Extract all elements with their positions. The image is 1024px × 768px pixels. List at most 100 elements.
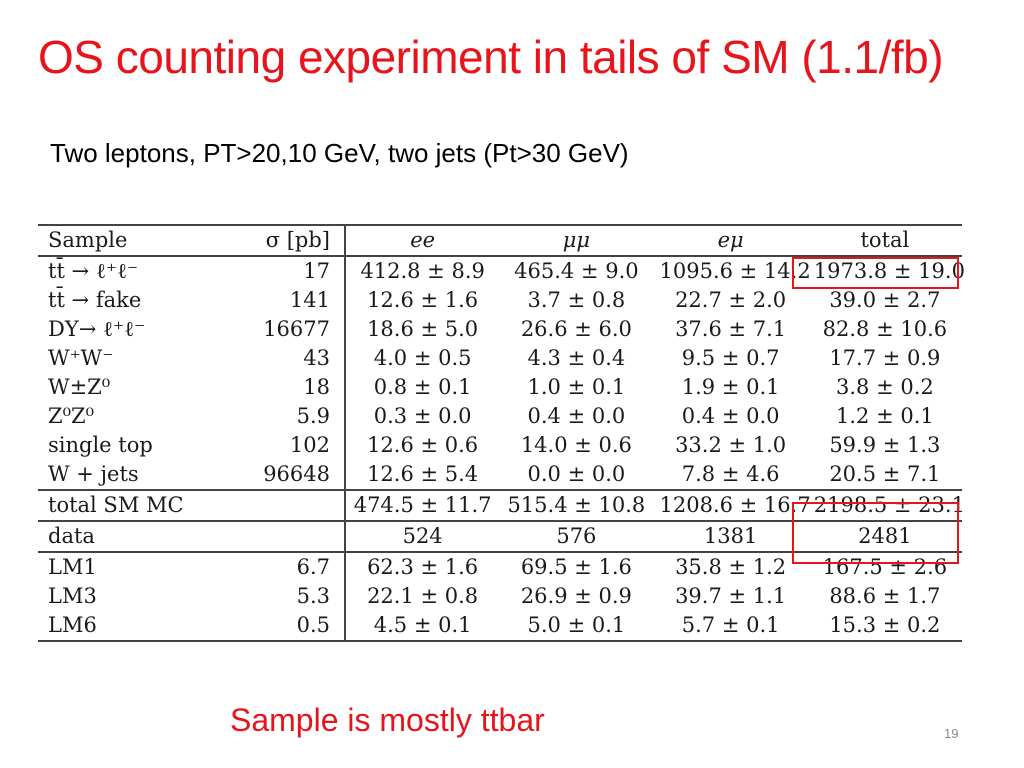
cell-mumu: 4.3 ± 0.4 xyxy=(527,346,626,370)
cell-sample: DY→ ℓ⁺ℓ⁻ xyxy=(48,317,146,341)
cell-total: 2481 xyxy=(858,524,912,548)
cell-mumu: 515.4 ± 10.8 xyxy=(507,493,646,517)
cell-mumu: 14.0 ± 0.6 xyxy=(520,433,632,457)
cell-total: 59.9 ± 1.3 xyxy=(829,433,941,457)
cell-total: 167.5 ± 2.6 xyxy=(822,555,948,579)
cell-emu: 33.2 ± 1.0 xyxy=(675,433,787,457)
cell-sample: tt̄ → ℓ⁺ℓ⁻ xyxy=(48,259,139,283)
cell-ee: 12.6 ± 0.6 xyxy=(367,433,479,457)
table-row-dy: DY→ ℓ⁺ℓ⁻ 16677 18.6 ± 5.0 26.6 ± 6.0 37.… xyxy=(38,315,962,344)
cell-ee: 412.8 ± 8.9 xyxy=(360,259,485,283)
header-sample: Sample xyxy=(48,228,128,252)
cell-mumu: 465.4 ± 9.0 xyxy=(514,259,639,283)
cell-emu: 39.7 ± 1.1 xyxy=(675,584,787,608)
cell-sigma: 6.7 xyxy=(214,552,346,582)
table-header-row: Sample σ [pb] ee μμ eμ total xyxy=(38,225,962,256)
cell-emu: 1208.6 ± 16.7 xyxy=(659,493,811,517)
cell-sample: LM6 xyxy=(48,613,97,637)
cell-sigma xyxy=(214,521,346,552)
page-number: 19 xyxy=(944,726,959,741)
cell-mumu: 0.4 ± 0.0 xyxy=(527,404,626,428)
table-row-w-jets: W + jets 96648 12.6 ± 5.4 0.0 ± 0.0 7.8 … xyxy=(38,460,962,490)
cell-emu: 1.9 ± 0.1 xyxy=(681,375,780,399)
header-emu: eμ xyxy=(717,228,744,252)
cell-mumu: 3.7 ± 0.8 xyxy=(527,288,626,312)
cell-sample: single top xyxy=(48,433,153,457)
cell-total: 20.5 ± 7.1 xyxy=(829,462,941,486)
cell-ee: 12.6 ± 5.4 xyxy=(367,462,479,486)
cell-ee: 474.5 ± 11.7 xyxy=(353,493,492,517)
cell-total: 1.2 ± 0.1 xyxy=(836,404,934,428)
table-row-ttbar-fake: tt̄ → fake 141 12.6 ± 1.6 3.7 ± 0.8 22.7… xyxy=(38,286,962,315)
table-row-ww: W⁺W⁻ 43 4.0 ± 0.5 4.3 ± 0.4 9.5 ± 0.7 17… xyxy=(38,344,962,373)
cell-total: 39.0 ± 2.7 xyxy=(829,288,941,312)
cell-sample: Z⁰Z⁰ xyxy=(48,404,95,428)
cell-emu: 22.7 ± 2.0 xyxy=(675,288,787,312)
table-row-lm6: LM6 0.5 4.5 ± 0.1 5.0 ± 0.1 5.7 ± 0.1 15… xyxy=(38,611,962,641)
cell-emu: 7.8 ± 4.6 xyxy=(681,462,780,486)
highlight-box-sm-data-total xyxy=(792,502,959,564)
cell-sigma: 102 xyxy=(214,431,346,460)
cell-sample: tt̄ → fake xyxy=(48,288,142,312)
cell-mumu: 26.6 ± 6.0 xyxy=(520,317,632,341)
cell-sample: LM1 xyxy=(48,555,97,579)
table-row-total-sm-mc: total SM MC 474.5 ± 11.7 515.4 ± 10.8 12… xyxy=(38,490,965,521)
slide-title: OS counting experiment in tails of SM (1… xyxy=(38,31,944,83)
table-row-lm3: LM3 5.3 22.1 ± 0.8 26.9 ± 0.9 39.7 ± 1.1… xyxy=(38,582,962,611)
cell-emu: 35.8 ± 1.2 xyxy=(675,555,787,579)
table-row-data: data 524 576 1381 2481 xyxy=(38,521,962,552)
cell-sample: LM3 xyxy=(48,584,97,608)
cell-sigma: 43 xyxy=(214,344,346,373)
cell-sample: data xyxy=(48,524,95,548)
cell-sigma: 5.3 xyxy=(214,582,346,611)
cell-emu: 5.7 ± 0.1 xyxy=(681,613,780,637)
cell-ee: 22.1 ± 0.8 xyxy=(367,584,479,608)
cell-total: 2198.5 ± 23.1 xyxy=(813,493,965,517)
cell-sample: W±Z⁰ xyxy=(48,375,111,399)
cell-ee: 524 xyxy=(402,524,443,548)
cell-emu: 0.4 ± 0.0 xyxy=(681,404,780,428)
cell-total: 17.7 ± 0.9 xyxy=(829,346,941,370)
header-ee: ee xyxy=(410,228,436,252)
cell-mumu: 5.0 ± 0.1 xyxy=(527,613,626,637)
table-row-wz: W±Z⁰ 18 0.8 ± 0.1 1.0 ± 0.1 1.9 ± 0.1 3.… xyxy=(38,373,962,402)
cell-ee: 0.3 ± 0.0 xyxy=(373,404,472,428)
cell-total: 82.8 ± 10.6 xyxy=(822,317,948,341)
table-row-single-top: single top 102 12.6 ± 0.6 14.0 ± 0.6 33.… xyxy=(38,431,962,460)
results-table: Sample σ [pb] ee μμ eμ total tt̄ → ℓ⁺ℓ⁻ … xyxy=(38,224,965,642)
cell-emu: 1095.6 ± 14.2 xyxy=(659,259,811,283)
cell-ee: 4.0 ± 0.5 xyxy=(373,346,472,370)
cell-sigma: 96648 xyxy=(214,460,346,490)
cell-mumu: 0.0 ± 0.0 xyxy=(527,462,626,486)
cell-ee: 18.6 ± 5.0 xyxy=(367,317,479,341)
cell-sigma: 17 xyxy=(214,256,346,286)
cell-sigma: 5.9 xyxy=(214,402,346,431)
cell-sigma: 16677 xyxy=(214,315,346,344)
cell-sample: W + jets xyxy=(48,462,139,486)
slide-subtitle: Two leptons, PT>20,10 GeV, two jets (Pt>… xyxy=(50,138,629,168)
table-row-lm1: LM1 6.7 62.3 ± 1.6 69.5 ± 1.6 35.8 ± 1.2… xyxy=(38,552,962,582)
cell-mumu: 576 xyxy=(556,524,597,548)
cell-sigma: 18 xyxy=(214,373,346,402)
cell-total: 3.8 ± 0.2 xyxy=(836,375,934,399)
cell-emu: 1381 xyxy=(703,524,758,548)
highlight-box-ttbar-total xyxy=(792,257,959,289)
cell-total: 1973.8 ± 19.0 xyxy=(813,259,965,283)
cell-sigma xyxy=(214,490,346,521)
header-sigma: σ [pb] xyxy=(214,225,346,256)
note-text: Sample is mostly ttbar xyxy=(230,702,545,738)
cell-emu: 37.6 ± 7.1 xyxy=(675,317,787,341)
cell-sigma: 0.5 xyxy=(214,611,346,641)
cell-sample: W⁺W⁻ xyxy=(48,346,114,370)
cell-ee: 0.8 ± 0.1 xyxy=(373,375,472,399)
cell-sigma: 141 xyxy=(214,286,346,315)
table-row-zz: Z⁰Z⁰ 5.9 0.3 ± 0.0 0.4 ± 0.0 0.4 ± 0.0 1… xyxy=(38,402,962,431)
cell-total: 15.3 ± 0.2 xyxy=(829,613,941,637)
cell-sample: total SM MC xyxy=(48,493,184,517)
header-mumu: μμ xyxy=(562,228,591,252)
cell-ee: 62.3 ± 1.6 xyxy=(367,555,479,579)
cell-emu: 9.5 ± 0.7 xyxy=(681,346,780,370)
cell-mumu: 69.5 ± 1.6 xyxy=(520,555,632,579)
cell-ee: 4.5 ± 0.1 xyxy=(373,613,472,637)
header-total: total xyxy=(860,228,910,252)
